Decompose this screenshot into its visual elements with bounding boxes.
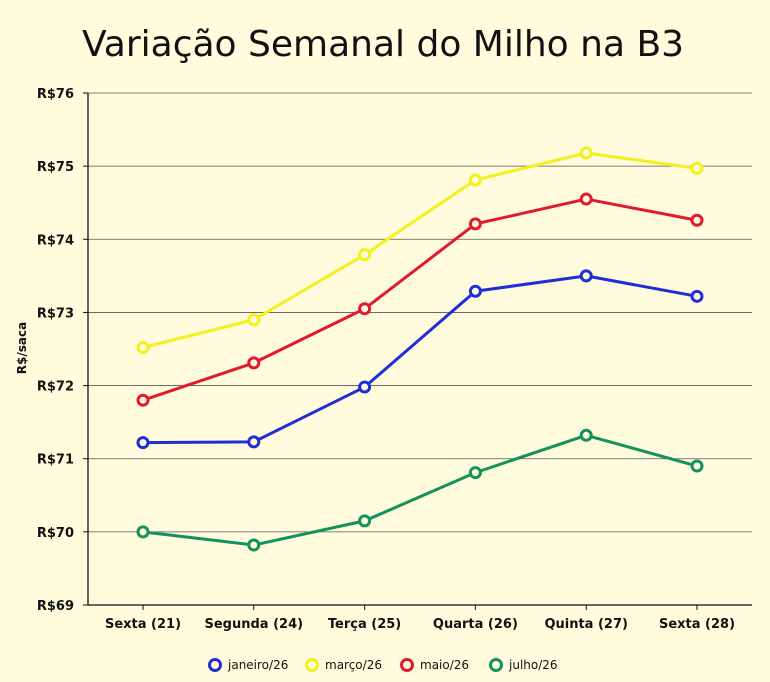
data-point[interactable] [247, 435, 261, 449]
y-tick-label: R$73 [37, 306, 74, 321]
legend-label: maio/26 [420, 658, 469, 672]
data-point[interactable] [247, 313, 261, 327]
data-point[interactable] [468, 217, 482, 231]
data-point[interactable] [136, 341, 150, 355]
series-line [142, 274, 698, 445]
legend-item[interactable]: março/26 [305, 658, 382, 672]
data-point[interactable] [136, 525, 150, 539]
legend-label: janeiro/26 [227, 658, 288, 672]
data-point[interactable] [468, 284, 482, 298]
data-point[interactable] [579, 428, 593, 442]
legend-item[interactable]: julho/26 [489, 658, 558, 672]
legend-item[interactable]: maio/26 [400, 658, 470, 672]
series-3 [136, 428, 704, 552]
data-point[interactable] [358, 248, 372, 262]
x-tick-label: Terça (25) [328, 617, 401, 632]
legend-label: julho/26 [508, 658, 558, 672]
y-tick-label: R$71 [37, 453, 74, 468]
data-point[interactable] [579, 146, 593, 160]
legend-marker [400, 658, 414, 672]
series-line [142, 433, 698, 547]
legend-marker [208, 658, 222, 672]
x-tick-label: Quarta (26) [433, 617, 518, 632]
series-1 [136, 146, 704, 355]
data-point[interactable] [136, 436, 150, 450]
series-layer [136, 146, 704, 552]
x-tick-label: Sexta (21) [105, 617, 181, 632]
series-line [142, 151, 698, 349]
data-point[interactable] [690, 161, 704, 175]
x-tick-label: Quinta (27) [544, 617, 628, 632]
data-point[interactable] [247, 538, 261, 552]
y-tick-label: R$74 [37, 233, 74, 248]
legend: janeiro/26 março/26 maio/26 julho/26 [208, 658, 558, 672]
data-point[interactable] [690, 289, 704, 303]
legend-marker [489, 658, 503, 672]
y-tick-label: R$70 [37, 526, 74, 541]
chart-title: Variação Semanal do Milho na B3 [82, 24, 684, 65]
data-point[interactable] [579, 192, 593, 206]
data-point[interactable] [358, 302, 372, 316]
y-tick-label: R$75 [37, 160, 74, 175]
data-point[interactable] [468, 466, 482, 480]
y-tick-label: R$69 [37, 599, 74, 614]
y-tick-label: R$76 [37, 87, 74, 102]
axes: R$69 R$70 R$71 R$72 R$73 R$74 R$75 R$76 Sexta (2… [37, 87, 752, 632]
data-point[interactable] [247, 356, 261, 370]
data-point[interactable] [468, 173, 482, 187]
data-point[interactable] [579, 269, 593, 283]
x-tick-label: Sexta (28) [659, 617, 735, 632]
data-point[interactable] [358, 380, 372, 394]
grid [88, 92, 752, 606]
series-0 [136, 269, 704, 450]
legend-marker [305, 658, 319, 672]
data-point[interactable] [358, 514, 372, 528]
legend-item[interactable]: janeiro/26 [208, 658, 289, 672]
y-tick-label: R$72 [37, 380, 74, 395]
series-2 [136, 192, 704, 407]
x-tick-label: Segunda (24) [205, 617, 304, 632]
legend-label: março/26 [325, 658, 382, 672]
series-line [142, 197, 698, 402]
data-point[interactable] [690, 459, 704, 473]
y-axis-label: R$/saca [15, 322, 29, 374]
data-point[interactable] [136, 393, 150, 407]
data-point[interactable] [690, 213, 704, 227]
